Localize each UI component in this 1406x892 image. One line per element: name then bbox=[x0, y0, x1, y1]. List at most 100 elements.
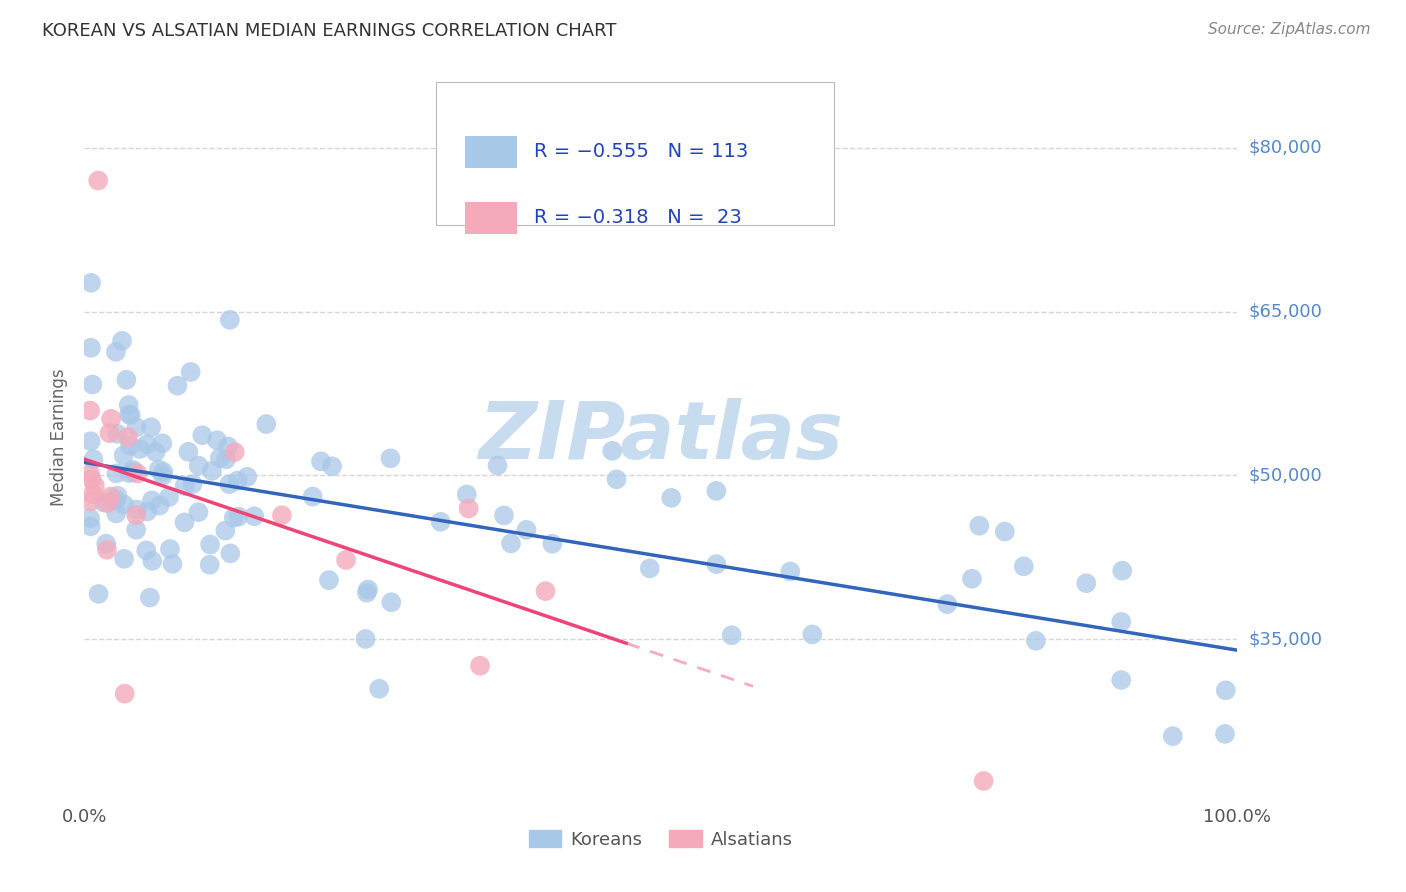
Point bbox=[166, 378, 188, 392]
Point bbox=[217, 440, 239, 454]
Point bbox=[82, 487, 104, 501]
Point bbox=[125, 523, 148, 537]
Point bbox=[191, 428, 214, 442]
Point bbox=[125, 420, 148, 434]
Point bbox=[80, 276, 103, 290]
Point bbox=[125, 502, 148, 516]
Point bbox=[1215, 683, 1237, 698]
Point bbox=[226, 474, 249, 488]
Point bbox=[638, 561, 661, 575]
Text: $50,000: $50,000 bbox=[1249, 467, 1322, 484]
Point bbox=[115, 373, 138, 387]
Point bbox=[468, 658, 491, 673]
Point bbox=[1109, 673, 1132, 687]
Point bbox=[215, 452, 238, 467]
Point bbox=[801, 627, 824, 641]
Point bbox=[254, 417, 277, 431]
Point bbox=[318, 573, 340, 587]
Point bbox=[515, 523, 537, 537]
Point bbox=[973, 774, 995, 789]
Point bbox=[201, 464, 224, 478]
Point bbox=[187, 505, 209, 519]
Point bbox=[111, 334, 134, 348]
Point bbox=[1213, 727, 1236, 741]
Point bbox=[125, 508, 148, 522]
Point bbox=[80, 434, 103, 449]
Point bbox=[105, 426, 128, 441]
Point bbox=[173, 516, 195, 530]
Point bbox=[380, 595, 402, 609]
Point bbox=[157, 490, 180, 504]
Text: $65,000: $65,000 bbox=[1249, 302, 1322, 320]
Point bbox=[219, 546, 242, 560]
Point bbox=[87, 173, 110, 187]
Point bbox=[994, 524, 1017, 539]
Y-axis label: Median Earnings: Median Earnings bbox=[51, 368, 69, 506]
Point bbox=[93, 495, 115, 509]
Point bbox=[271, 508, 294, 523]
Point bbox=[243, 509, 266, 524]
Point bbox=[605, 472, 627, 486]
Point bbox=[228, 509, 250, 524]
Point bbox=[107, 489, 129, 503]
Point bbox=[80, 519, 103, 533]
Point bbox=[1025, 633, 1047, 648]
Text: R = −0.318   N =  23: R = −0.318 N = 23 bbox=[534, 208, 742, 227]
Point bbox=[779, 565, 801, 579]
Point bbox=[321, 459, 343, 474]
Point bbox=[354, 632, 377, 646]
Point bbox=[120, 408, 142, 422]
Text: KOREAN VS ALSATIAN MEDIAN EARNINGS CORRELATION CHART: KOREAN VS ALSATIAN MEDIAN EARNINGS CORRE… bbox=[42, 22, 617, 40]
Point bbox=[152, 465, 174, 479]
Point bbox=[1111, 564, 1133, 578]
Point bbox=[356, 586, 378, 600]
Text: $80,000: $80,000 bbox=[1249, 139, 1322, 157]
Point bbox=[80, 341, 103, 355]
Point bbox=[82, 452, 104, 467]
Point bbox=[208, 450, 231, 465]
Point bbox=[357, 582, 380, 597]
FancyBboxPatch shape bbox=[465, 202, 517, 234]
Point bbox=[120, 439, 142, 453]
Point bbox=[486, 458, 509, 473]
Point bbox=[82, 377, 104, 392]
Point bbox=[162, 557, 184, 571]
Point bbox=[1161, 729, 1184, 743]
Point bbox=[181, 477, 204, 491]
Point bbox=[136, 504, 159, 518]
FancyBboxPatch shape bbox=[436, 82, 834, 225]
Point bbox=[141, 554, 163, 568]
Point bbox=[135, 543, 157, 558]
Point bbox=[148, 462, 170, 476]
Point bbox=[541, 537, 564, 551]
Point bbox=[139, 591, 162, 605]
Point bbox=[79, 403, 101, 417]
Text: $35,000: $35,000 bbox=[1249, 630, 1323, 648]
Text: Source: ZipAtlas.com: Source: ZipAtlas.com bbox=[1208, 22, 1371, 37]
Point bbox=[236, 470, 259, 484]
Point bbox=[218, 313, 240, 327]
Point bbox=[136, 437, 159, 451]
Point bbox=[335, 553, 357, 567]
Point bbox=[79, 511, 101, 525]
FancyBboxPatch shape bbox=[465, 136, 517, 168]
Point bbox=[79, 494, 101, 508]
Point bbox=[105, 507, 128, 521]
Point bbox=[534, 584, 557, 599]
Point bbox=[659, 491, 682, 505]
Point bbox=[187, 458, 209, 473]
Point bbox=[79, 467, 101, 481]
Point bbox=[706, 557, 728, 571]
Point bbox=[152, 468, 174, 483]
Point bbox=[960, 572, 983, 586]
Point bbox=[87, 587, 110, 601]
Point bbox=[222, 510, 245, 524]
Point bbox=[104, 344, 127, 359]
Point bbox=[173, 479, 195, 493]
Point bbox=[139, 420, 162, 434]
Point bbox=[936, 597, 959, 611]
Point bbox=[83, 478, 105, 492]
Point bbox=[720, 628, 742, 642]
Point bbox=[180, 365, 202, 379]
Point bbox=[198, 537, 221, 551]
